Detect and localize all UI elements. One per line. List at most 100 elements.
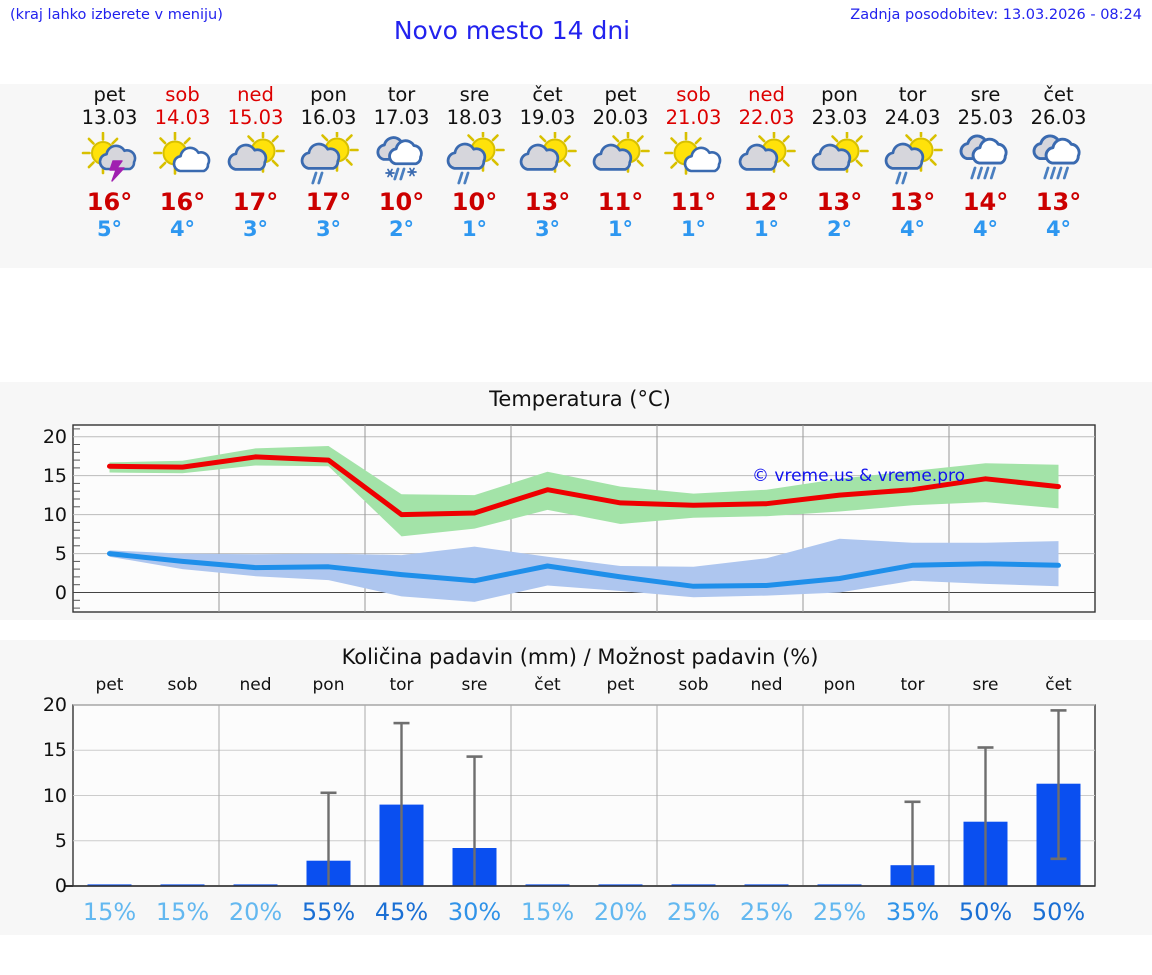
day-name: tor: [898, 83, 927, 106]
day-min-temp: 1°: [753, 217, 780, 241]
day-min-temp: 1°: [680, 217, 707, 241]
day-name: sob: [676, 83, 711, 106]
day-min-temp: 3°: [315, 217, 342, 241]
day-max-temp: 17°: [232, 188, 279, 216]
temperature-chart-title: Temperatura (°C): [489, 387, 671, 411]
day-max-temp: 17°: [305, 188, 352, 216]
day-name: ned: [237, 83, 274, 106]
day-max-temp: 13°: [524, 188, 571, 216]
day-date: 20.03: [592, 106, 649, 129]
day-column[interactable]: sob 21.03 11° 1°: [655, 84, 733, 242]
day-min-temp: 3°: [242, 217, 269, 241]
day-date: 24.03: [884, 106, 941, 129]
cloud-sun-rain-icon: [874, 132, 952, 188]
temperature-y-tick: 15: [42, 464, 67, 487]
day-name: čet: [1043, 83, 1074, 106]
day-column[interactable]: tor 17.03 10° 2°: [363, 84, 441, 242]
day-name: sob: [165, 83, 200, 106]
temperature-y-tick: 0: [54, 581, 67, 604]
precipitation-probability: 25%: [739, 898, 794, 926]
day-name: pon: [310, 83, 347, 106]
precipitation-probability: 25%: [812, 898, 867, 926]
day-name: sre: [459, 83, 490, 106]
day-column[interactable]: tor 24.03 13° 4°: [874, 84, 952, 242]
precipitation-y-tick: 20: [42, 694, 67, 716]
day-max-temp: 10°: [378, 188, 425, 216]
precipitation-probability: 25%: [666, 898, 721, 926]
day-column[interactable]: čet 19.03 13° 3°: [509, 84, 587, 242]
day-column[interactable]: ned 22.03 12° 1°: [728, 84, 806, 242]
day-min-temp: 4°: [169, 217, 196, 241]
day-column[interactable]: pet 20.03 11° 1°: [582, 84, 660, 242]
day-column[interactable]: ned 15.03 17° 3°: [217, 84, 295, 242]
day-min-temp: 1°: [461, 217, 488, 241]
precipitation-day-label: pet: [95, 675, 124, 695]
precipitation-probability: 20%: [228, 898, 283, 926]
day-max-temp: 11°: [670, 188, 717, 216]
day-column[interactable]: sre 18.03 10° 1°: [436, 84, 514, 242]
day-max-temp: 12°: [743, 188, 790, 216]
day-date: 17.03: [373, 106, 430, 129]
day-column[interactable]: sob 14.03 16° 4°: [144, 84, 222, 242]
precipitation-probability: 30%: [447, 898, 502, 926]
day-max-temp: 13°: [1035, 188, 1082, 216]
last-updated-text: Zadnja posodobitev: 13.03.2026 - 08:24: [850, 7, 1142, 23]
precipitation-y-tick: 5: [54, 829, 67, 852]
day-max-temp: 13°: [889, 188, 936, 216]
watermark-text: © vreme.us & vreme.pro: [752, 466, 966, 486]
precipitation-probability: 20%: [593, 898, 648, 926]
day-name: pet: [93, 83, 126, 106]
precipitation-day-label: tor: [900, 675, 925, 695]
precipitation-y-tick: 15: [42, 739, 67, 762]
temperature-chart-section: Temperatura (°C) 0 5 10 15 20: [0, 382, 1152, 620]
day-date: 18.03: [446, 106, 503, 129]
cloud-sleet-icon: [363, 132, 441, 188]
day-date: 19.03: [519, 106, 576, 129]
day-max-temp: 13°: [816, 188, 863, 216]
day-max-temp: 16°: [159, 188, 206, 216]
day-column[interactable]: pon 23.03 13° 2°: [801, 84, 879, 242]
day-name: čet: [532, 83, 563, 106]
day-date: 22.03: [738, 106, 795, 129]
precipitation-probability: 35%: [885, 898, 940, 926]
day-min-temp: 3°: [534, 217, 561, 241]
sun-cloud-icon: [144, 132, 222, 188]
day-column[interactable]: pon 16.03 17° 3°: [290, 84, 368, 242]
precipitation-y-tick: 0: [54, 875, 67, 897]
cloud-sun-rain-icon: [290, 132, 368, 188]
day-name: ned: [748, 83, 785, 106]
day-column[interactable]: pet 13.03 16° 5°: [71, 84, 149, 242]
day-name: sre: [970, 83, 1001, 106]
day-max-temp: 10°: [451, 188, 498, 216]
day-min-temp: 4°: [972, 217, 999, 241]
day-max-temp: 11°: [597, 188, 644, 216]
cloud-sun-icon: [582, 132, 660, 188]
temperature-y-tick: 20: [42, 425, 67, 448]
precipitation-y-tick: 10: [42, 784, 67, 807]
day-name: pon: [821, 83, 858, 106]
day-column[interactable]: sre 25.03 14° 4°: [947, 84, 1025, 242]
sun-cloud-thunder-icon: [71, 132, 149, 188]
day-date: 26.03: [1030, 106, 1087, 129]
day-min-temp: 2°: [826, 217, 853, 241]
sun-cloud-icon: [655, 132, 733, 188]
day-date: 21.03: [665, 106, 722, 129]
precipitation-day-label: ned: [239, 675, 272, 695]
precipitation-chart-title: Količina padavin (mm) / Možnost padavin …: [341, 645, 819, 669]
cloud-sun-icon: [728, 132, 806, 188]
page-header: (kraj lahko izberete v meniju) Novo mest…: [0, 0, 1152, 56]
precipitation-day-label: sob: [167, 675, 198, 695]
day-column[interactable]: čet 26.03 13° 4°: [1020, 84, 1098, 242]
precipitation-day-label: ned: [750, 675, 783, 695]
precipitation-probability: 50%: [958, 898, 1013, 926]
precipitation-day-label: sre: [461, 675, 488, 695]
precipitation-probability: 45%: [374, 898, 429, 926]
precipitation-probability: 15%: [82, 898, 137, 926]
day-name: tor: [387, 83, 416, 106]
precipitation-day-label: pon: [312, 675, 345, 695]
menu-hint-text: (kraj lahko izberete v meniju): [10, 7, 223, 23]
cloud-rain-icon: [947, 132, 1025, 188]
precipitation-day-label: sob: [678, 675, 709, 695]
day-name: pet: [604, 83, 637, 106]
page-title: Novo mesto 14 dni: [393, 16, 631, 45]
